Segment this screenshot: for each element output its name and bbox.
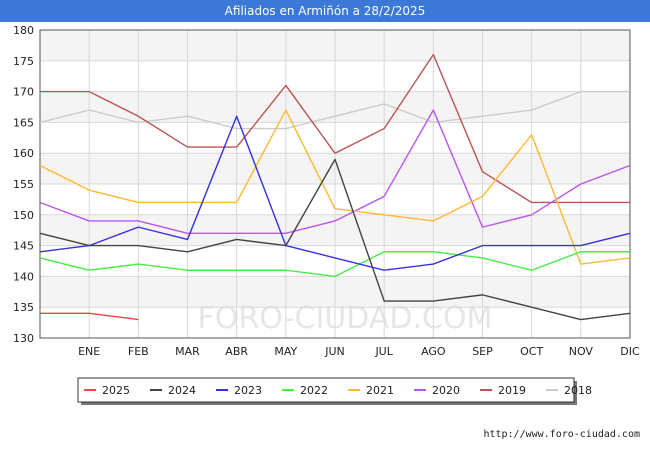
chart-title: Afiliados en Armiñón a 28/2/2025: [0, 0, 650, 22]
y-tick-label: 135: [13, 301, 34, 314]
x-tick-label: FEB: [128, 345, 149, 358]
series-line-2018: [39, 90, 630, 130]
y-tick-label: 130: [13, 332, 34, 345]
legend: 2025 2024 2023 2022 2021 2020 2019 2018: [77, 377, 592, 405]
x-tick-label: ENE: [78, 345, 100, 358]
x-tick-label: MAR: [175, 345, 200, 358]
legend-label-2020: 2020: [432, 384, 460, 397]
x-tick-label: DIC: [620, 345, 640, 358]
x-tick-label: AGO: [421, 345, 446, 358]
x-tick-label: NOV: [569, 345, 594, 358]
y-tick-label: 160: [13, 147, 34, 160]
y-tick-label: 165: [13, 116, 34, 129]
x-tick-label: SEP: [472, 345, 493, 358]
legend-label-2021: 2021: [366, 384, 394, 397]
y-tick-label: 155: [13, 178, 34, 191]
series-line-2022: [39, 251, 630, 278]
series-line-2025: [40, 312, 139, 321]
x-tick-label: JUN: [324, 345, 345, 358]
y-tick-label: 140: [13, 270, 34, 283]
legend-label-2018: 2018: [564, 384, 592, 397]
plot-frame: [39, 29, 631, 339]
series-line-2023: [39, 115, 631, 271]
legend-label-2019: 2019: [498, 384, 526, 397]
legend-label-2022: 2022: [300, 384, 328, 397]
x-tick-label: JUL: [374, 345, 393, 358]
source-url[interactable]: http://www.foro-ciudad.com: [483, 429, 640, 440]
x-tick-label: OCT: [520, 345, 543, 358]
x-tick-label: MAY: [274, 345, 297, 358]
watermark: FORO-CIUDAD.COM: [198, 301, 493, 336]
y-tick-label: 175: [13, 55, 34, 68]
series-line-2021: [39, 109, 631, 265]
axes: 130 135 140 145 150 155 160 165 170 175 180 ENE FEB M…: [13, 24, 640, 358]
y-tick-label: 180: [13, 24, 34, 37]
legend-label-2025: 2025: [102, 384, 130, 397]
series-lines: [39, 53, 631, 321]
legend-label-2023: 2023: [234, 384, 262, 397]
legend-label-2024: 2024: [168, 384, 196, 397]
line-chart: FORO-CIUDAD.COM 130 135 140 145 150 155 160 165…: [13, 24, 640, 405]
y-tick-label: 150: [13, 209, 34, 222]
series-line-2020: [39, 109, 631, 234]
series-line-2019: [40, 53, 630, 204]
y-tick-label: 145: [13, 240, 34, 253]
series-line-2024: [39, 158, 631, 321]
y-tick-label: 170: [13, 86, 34, 99]
x-tick-label: ABR: [225, 345, 248, 358]
